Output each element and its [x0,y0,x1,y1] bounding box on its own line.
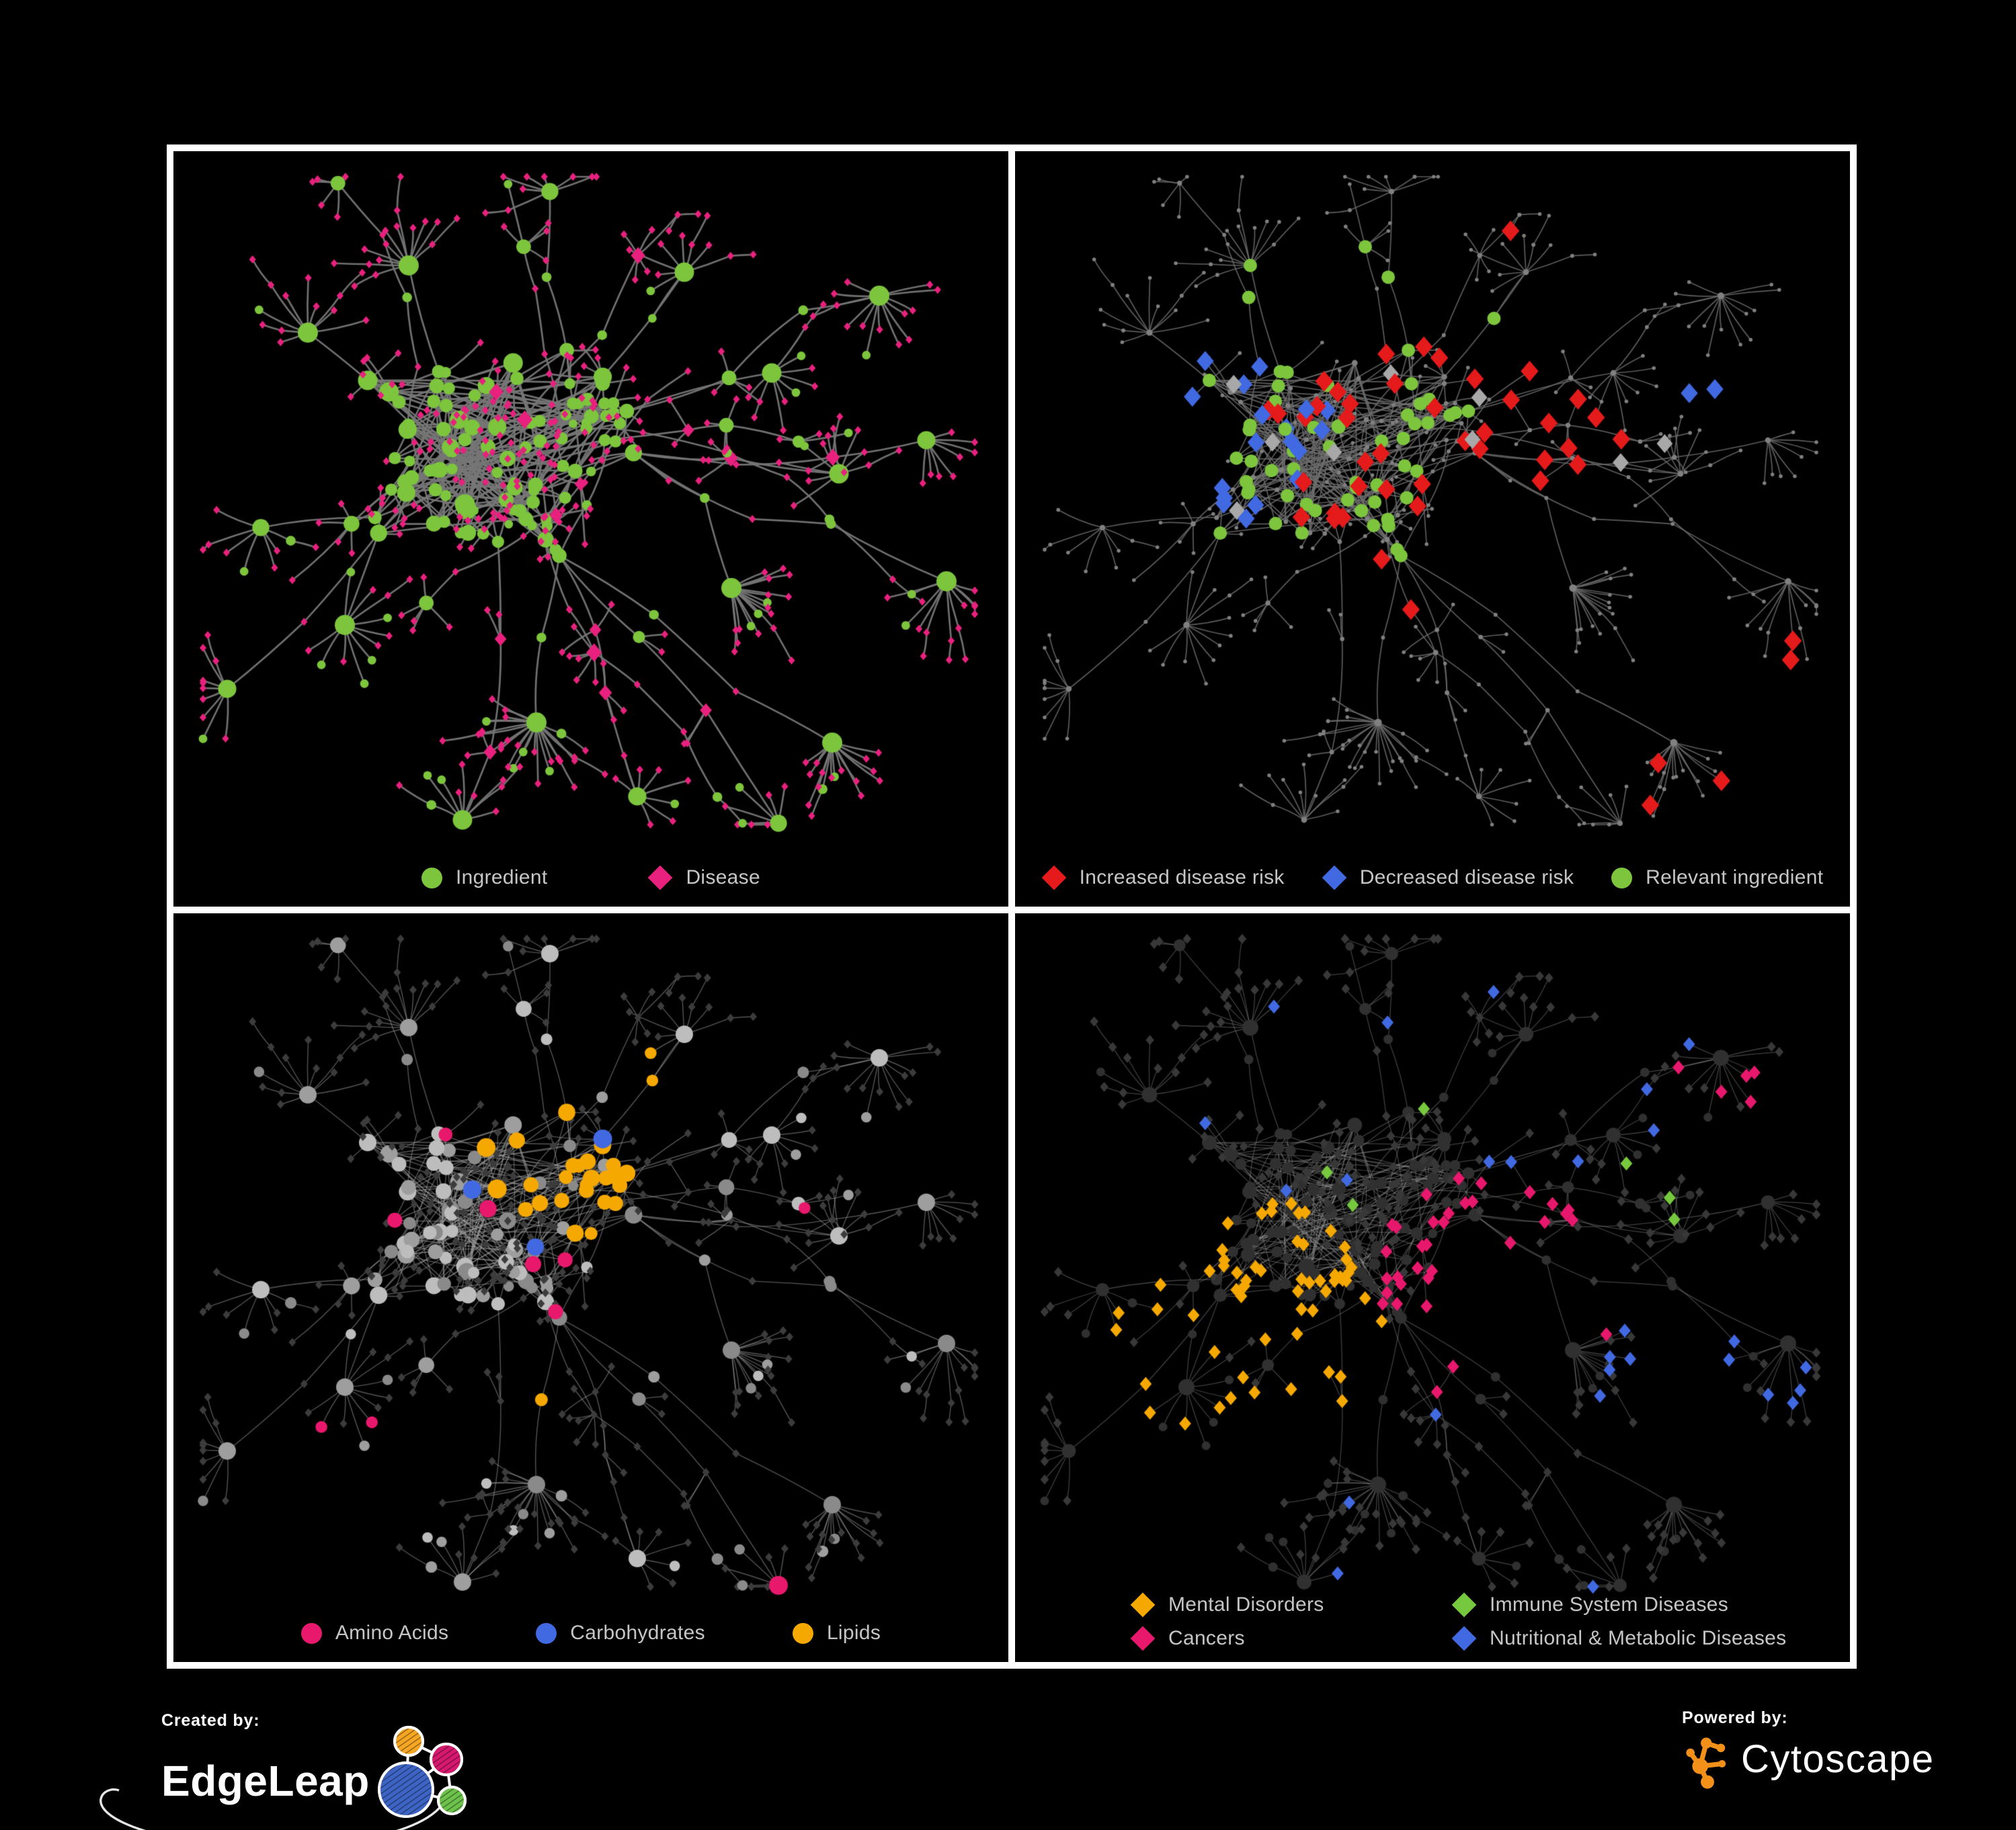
legend-diamond-marker [1322,865,1347,890]
legend-label: Lipids [826,1622,881,1644]
legend-diamond-marker [1451,1626,1477,1651]
panel-macronutrients: Amino Acids Carbohydrates Lipids [173,913,1008,1662]
legend-diamond-marker [648,865,673,890]
legend-item-ingredient: Ingredient [421,866,547,889]
edgeleap-swoosh [99,1788,444,1830]
legend-disease-risk: Increased disease risk Decreased disease … [1015,865,1850,890]
edgeleap-wordmark: EdgeLeap [161,1757,370,1805]
powered-by-label: Powered by: [1682,1708,1788,1727]
edgeleap-logo-icon [99,1726,467,1830]
legend-label: Cancers [1168,1627,1245,1649]
panels-grid: Ingredient Disease Increased disease risk… [167,144,1857,1669]
branding-created-by: Created by: EdgeLeap [99,1711,483,1830]
legend-label: Relevant ingredient [1646,866,1824,888]
legend-label: Mental Disorders [1168,1593,1324,1616]
legend-circle-marker [536,1622,557,1644]
legend-macronutrients: Amino Acids Carbohydrates Lipids [173,1622,1008,1645]
legend-label: Nutritional & Metabolic Diseases [1490,1627,1787,1649]
network-canvas-macronutrients [173,913,1008,1662]
legend-item-increased-disease-risk: Increased disease risk [1041,865,1285,890]
cytoscape-logo-icon [1686,1737,1726,1789]
legend-diamond-marker [1130,1626,1156,1651]
legend-label: Carbohydrates [570,1622,705,1644]
branding-powered-by: Powered by: Cytoscape [1682,1708,1935,1790]
legend-item-carbohydrates: Carbohydrates [536,1622,705,1645]
panel-ingredient-disease: Ingredient Disease [173,151,1008,907]
legend-diamond-marker [1041,865,1067,890]
legend-disease-categories: Mental Disorders Immune System Diseases Ca… [1015,1592,1850,1651]
legend-item-nutritional-metabolic-diseases: Nutritional & Metabolic Diseases [1451,1626,1787,1651]
legend-item-amino-acids: Amino Acids [300,1622,449,1645]
legend-item-immune-system-diseases: Immune System Diseases [1451,1592,1786,1618]
legend-circle-marker [1611,867,1633,888]
legend-label: Amino Acids [335,1622,449,1644]
legend-ingredient-disease: Ingredient Disease [173,865,1008,890]
legend-label: Immune System Diseases [1490,1593,1729,1616]
cytoscape-wordmark: Cytoscape [1741,1737,1935,1781]
legend-item-relevant-ingredient: Relevant ingredient [1611,866,1823,889]
legend-label: Ingredient [456,866,548,888]
legend-circle-marker [792,1622,813,1644]
legend-label: Decreased disease risk [1359,866,1574,888]
legend-diamond-marker [1130,1592,1156,1618]
legend-circle-marker [300,1622,322,1644]
legend-label: Disease [686,866,760,888]
legend-item-mental-disorders: Mental Disorders [1130,1592,1452,1618]
legend-label: Increased disease risk [1079,866,1285,888]
network-canvas-ingredient-disease [173,151,1008,907]
legend-item-disease: Disease [648,865,760,890]
panel-disease-categories: Mental Disorders Immune System Diseases Ca… [1015,913,1850,1662]
legend-item-lipids: Lipids [792,1622,881,1645]
legend-circle-marker [421,867,443,888]
legend-item-cancers: Cancers [1130,1626,1452,1651]
network-canvas-disease-categories [1015,913,1850,1662]
legend-diamond-marker [1451,1592,1477,1618]
created-by-label: Created by: [161,1711,260,1730]
panel-disease-risk: Increased disease risk Decreased disease … [1015,151,1850,907]
network-canvas-disease-risk [1015,151,1850,907]
legend-item-decreased-disease-risk: Decreased disease risk [1322,865,1574,890]
